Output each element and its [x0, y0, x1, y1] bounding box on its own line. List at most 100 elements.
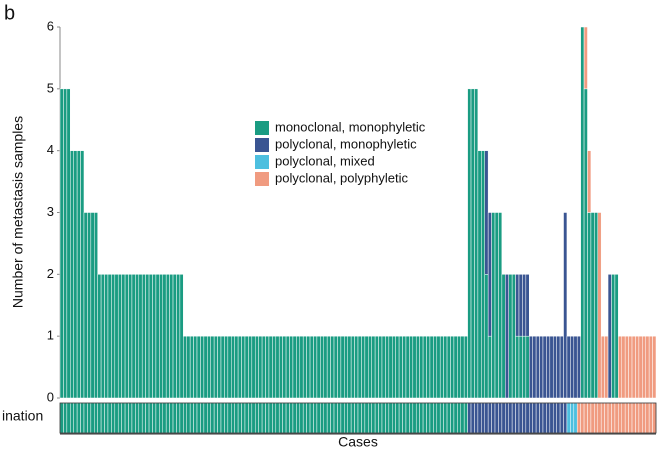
bar-segment: [648, 335, 653, 399]
strip-cell: [628, 402, 633, 434]
bar-segment: [522, 274, 527, 337]
legend-swatch: [255, 138, 269, 152]
bar-segment: [59, 88, 64, 399]
bar-segment: [635, 335, 640, 399]
bar-segment: [100, 274, 105, 399]
strip-cell: [296, 402, 301, 434]
strip-label: ination: [2, 408, 43, 424]
bar-segment: [141, 274, 146, 399]
bar-segment: [395, 335, 400, 399]
strip-cell: [566, 402, 571, 434]
bar-segment: [176, 274, 181, 399]
strip-cell: [316, 402, 321, 434]
strip-cell: [59, 402, 64, 434]
strip-cell: [87, 402, 92, 434]
legend-swatch: [255, 155, 269, 169]
bar-segment: [587, 212, 592, 399]
strip-cell: [357, 402, 362, 434]
strip-cell: [165, 402, 170, 434]
bar-segment: [344, 335, 348, 399]
strip-cell: [124, 402, 129, 434]
bar-segment: [535, 335, 540, 399]
strip-cell: [395, 402, 400, 434]
strip-cell: [487, 402, 492, 434]
bar-segment: [131, 274, 136, 399]
bar-segment: [248, 335, 253, 399]
legend-label: monoclonal, monophyletic: [275, 119, 426, 134]
strip-cell: [159, 402, 164, 434]
strip-cell: [162, 402, 167, 434]
bar-segment: [381, 335, 386, 399]
strip-cell: [330, 402, 335, 434]
strip-cell: [347, 402, 352, 434]
strip-cell: [70, 402, 74, 434]
strip-cell: [426, 402, 431, 434]
bar-segment: [364, 335, 369, 399]
bar-segment: [419, 335, 424, 399]
strip-cell: [494, 402, 499, 434]
bar-segment: [515, 335, 520, 399]
bar-segment: [210, 335, 215, 399]
bar-segment: [285, 335, 290, 399]
bar-segment: [487, 335, 492, 399]
bar-segment: [251, 335, 256, 399]
strip-cell: [546, 402, 551, 434]
bar-segment: [436, 335, 441, 399]
bar-segment: [539, 335, 544, 399]
bar-segment: [340, 335, 345, 399]
bar-segment: [220, 335, 225, 399]
bar-segment: [549, 335, 554, 399]
bar-segment: [505, 274, 509, 399]
bar-segment: [254, 335, 259, 399]
bar-segment: [426, 335, 431, 399]
bar-segment: [611, 274, 616, 399]
bar-segment: [183, 335, 187, 399]
bar-segment: [124, 274, 129, 399]
y-tick-label: 2: [47, 266, 54, 281]
strip-cell: [299, 402, 304, 434]
bar-segment: [409, 335, 414, 399]
bar-segment: [152, 274, 157, 399]
strip-cell: [563, 402, 568, 434]
bar-segment: [628, 335, 633, 399]
strip-cell: [213, 402, 218, 434]
bar-segment: [422, 335, 427, 399]
strip-cell: [292, 402, 297, 434]
bar-segment: [111, 274, 116, 399]
strip-cell: [481, 402, 485, 434]
bar-segment: [525, 335, 530, 399]
strip-cell: [398, 402, 403, 434]
bar-segment: [439, 335, 444, 399]
bar-segment: [429, 335, 434, 399]
strip-cell: [436, 402, 441, 434]
strip-cell: [385, 402, 390, 434]
bar-segment: [563, 212, 568, 399]
bar-segment: [265, 335, 270, 399]
bar-segment: [402, 335, 407, 399]
strip-cell: [556, 402, 561, 434]
bar-segment: [357, 335, 362, 399]
bar-segment: [587, 150, 592, 213]
strip-cell: [148, 402, 153, 434]
bar-segment: [179, 274, 184, 399]
strip-cell: [573, 402, 578, 434]
strip-cell: [337, 402, 342, 434]
bar-segment: [333, 335, 338, 399]
bar-segment: [573, 335, 578, 399]
strip-cell: [340, 402, 345, 434]
strip-cell: [145, 402, 150, 434]
strip-cell: [392, 402, 396, 434]
strip-cell: [446, 402, 451, 434]
bar-segment: [299, 335, 304, 399]
bar-segment: [138, 274, 143, 399]
bar-segment: [556, 335, 561, 399]
strip-cell: [83, 402, 88, 434]
strip-cell: [200, 402, 205, 434]
strip-cell: [73, 402, 78, 434]
strip-cell: [484, 402, 489, 434]
strip-cell: [450, 402, 455, 434]
bar-segment: [330, 335, 335, 399]
bar-segment: [501, 274, 506, 399]
bar-segment: [155, 274, 160, 399]
bar-segment: [207, 335, 211, 399]
